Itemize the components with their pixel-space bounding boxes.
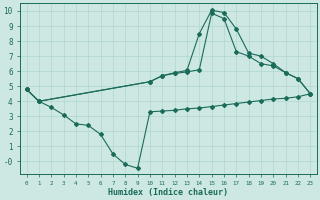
X-axis label: Humidex (Indice chaleur): Humidex (Indice chaleur): [108, 188, 228, 197]
